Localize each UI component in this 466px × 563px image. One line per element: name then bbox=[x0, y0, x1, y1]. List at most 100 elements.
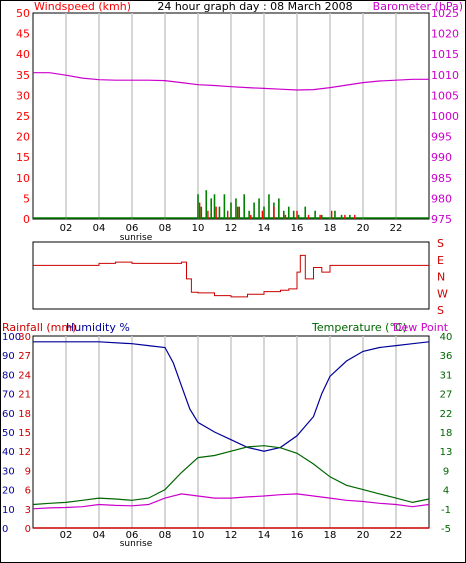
humidity-axis-title: Humidity % bbox=[66, 321, 130, 334]
direction-label: S bbox=[437, 237, 444, 250]
humidity-tick: 60 bbox=[2, 409, 15, 420]
x-tick-label-top: 06 bbox=[126, 223, 139, 234]
temperature-grid bbox=[65, 336, 397, 528]
dewpoint-line bbox=[32, 493, 430, 510]
temperature-tick: 9 bbox=[443, 466, 449, 477]
temperature-axis-title: Temperature (°C) bbox=[311, 321, 407, 334]
humidity-tick: 30 bbox=[2, 466, 15, 477]
x-tick-label-top: 12 bbox=[225, 223, 238, 234]
barometer-tick: 985 bbox=[431, 172, 452, 185]
rainfall-tick: 12 bbox=[18, 447, 31, 458]
x-tick-label-bottom: 06 bbox=[126, 530, 139, 541]
temperature-tick: 13 bbox=[440, 447, 453, 458]
barometer-tick: 1020 bbox=[431, 28, 459, 41]
rainfall-tick: 21 bbox=[18, 390, 31, 401]
rainfall-tick: 30 bbox=[18, 332, 31, 343]
humidity-tick: 90 bbox=[2, 351, 15, 362]
windspeed-tick: 0 bbox=[23, 213, 30, 226]
wind-grid bbox=[65, 13, 397, 219]
rainfall-tick: 0 bbox=[25, 524, 31, 535]
rainfall-tick: 3 bbox=[25, 505, 31, 516]
windspeed-tick: 40 bbox=[16, 48, 30, 61]
x-tick-label-top: 08 bbox=[159, 223, 172, 234]
x-tick-label-top: 14 bbox=[258, 223, 271, 234]
x-tick-label-bottom: 16 bbox=[291, 530, 304, 541]
sunrise-label-top: sunrise bbox=[120, 233, 153, 243]
temperature-tick: 27 bbox=[440, 390, 453, 401]
humidity-tick: 100 bbox=[2, 332, 21, 343]
dewpoint-axis-title: Dew Point bbox=[393, 321, 449, 334]
x-tick-label-bottom: 22 bbox=[390, 530, 403, 541]
humidity-tick: 0 bbox=[2, 524, 8, 535]
wind-direction-line bbox=[33, 254, 429, 298]
windspeed-tick: 45 bbox=[16, 28, 30, 41]
windspeed-tick: 30 bbox=[16, 89, 30, 102]
humidity-tick: 70 bbox=[2, 390, 15, 401]
graph-title: 24 hour graph day : 08 March 2008 bbox=[157, 0, 352, 13]
barometer-line bbox=[33, 72, 429, 91]
windspeed-axis-title: Windspeed (kmh) bbox=[34, 0, 131, 13]
temperature-tick: 22 bbox=[440, 409, 453, 420]
rainfall-tick: 27 bbox=[18, 351, 31, 362]
x-tick-label-top: 20 bbox=[357, 223, 370, 234]
temperature-tick: -1 bbox=[441, 505, 451, 516]
x-tick-label-top: 10 bbox=[192, 223, 205, 234]
humidity-tick: 20 bbox=[2, 486, 15, 497]
temperature-line bbox=[32, 445, 430, 506]
x-tick-label-top: 04 bbox=[93, 223, 106, 234]
x-tick-label-bottom: 04 bbox=[93, 530, 106, 541]
barometer-tick: 1005 bbox=[431, 89, 459, 102]
windspeed-tick: 10 bbox=[16, 172, 30, 185]
x-tick-label-bottom: 12 bbox=[225, 530, 238, 541]
x-tick-label-top: 02 bbox=[60, 223, 73, 234]
barometer-tick: 1010 bbox=[431, 69, 459, 82]
x-tick-label-bottom: 18 bbox=[324, 530, 337, 541]
x-tick-label-bottom: 02 bbox=[60, 530, 73, 541]
windspeed-tick: 35 bbox=[16, 69, 30, 82]
temperature-tick: 40 bbox=[440, 332, 453, 343]
windspeed-tick: 50 bbox=[16, 7, 30, 20]
humidity-tick: 80 bbox=[2, 370, 15, 381]
rainfall-tick: 18 bbox=[18, 409, 31, 420]
x-tick-label-top: 16 bbox=[291, 223, 304, 234]
humidity-tick: 10 bbox=[2, 505, 15, 516]
axis-ticks: 0202040406060808101012121414161618182020… bbox=[2, 7, 459, 541]
barometer-tick: 995 bbox=[431, 131, 452, 144]
humidity-tick: 50 bbox=[2, 428, 15, 439]
barometer-tick: 975 bbox=[431, 213, 452, 226]
rainfall-tick: 9 bbox=[25, 466, 31, 477]
temperature-tick: 31 bbox=[440, 370, 453, 381]
humidity-tick: 40 bbox=[2, 447, 15, 458]
sunrise-label-bottom: sunrise bbox=[120, 539, 153, 549]
rainfall-axis-title: Rainfall (mm) bbox=[2, 321, 76, 334]
x-tick-label-top: 18 bbox=[324, 223, 337, 234]
windspeed-tick: 25 bbox=[16, 110, 30, 123]
direction-label: W bbox=[437, 287, 448, 300]
temperature-tick: 4 bbox=[443, 486, 449, 497]
windspeed-tick: 20 bbox=[16, 131, 30, 144]
barometer-tick: 1015 bbox=[431, 48, 459, 61]
rainfall-tick: 15 bbox=[18, 428, 31, 439]
windspeed-tick: 15 bbox=[16, 151, 30, 164]
windspeed-tick: 5 bbox=[23, 192, 30, 205]
rainfall-tick: 24 bbox=[18, 370, 31, 381]
barometer-tick: 990 bbox=[431, 151, 452, 164]
x-tick-label-bottom: 10 bbox=[192, 530, 205, 541]
x-tick-label-bottom: 20 bbox=[357, 530, 370, 541]
x-tick-label-top: 22 bbox=[390, 223, 403, 234]
barometer-tick: 1000 bbox=[431, 110, 459, 123]
x-tick-label-bottom: 14 bbox=[258, 530, 271, 541]
temperature-tick: 18 bbox=[440, 428, 453, 439]
series-layer bbox=[32, 72, 430, 529]
barometer-tick: 1025 bbox=[431, 7, 459, 20]
direction-label: S bbox=[437, 304, 444, 317]
barometer-axis-title: Barometer (hPa) bbox=[373, 0, 463, 13]
barometer-tick: 980 bbox=[431, 192, 452, 205]
temperature-tick: -5 bbox=[441, 524, 451, 535]
rainfall-tick: 6 bbox=[25, 486, 31, 497]
direction-label: N bbox=[437, 271, 445, 284]
wind-direction-plot bbox=[32, 241, 430, 310]
temperature-tick: 36 bbox=[440, 351, 453, 362]
